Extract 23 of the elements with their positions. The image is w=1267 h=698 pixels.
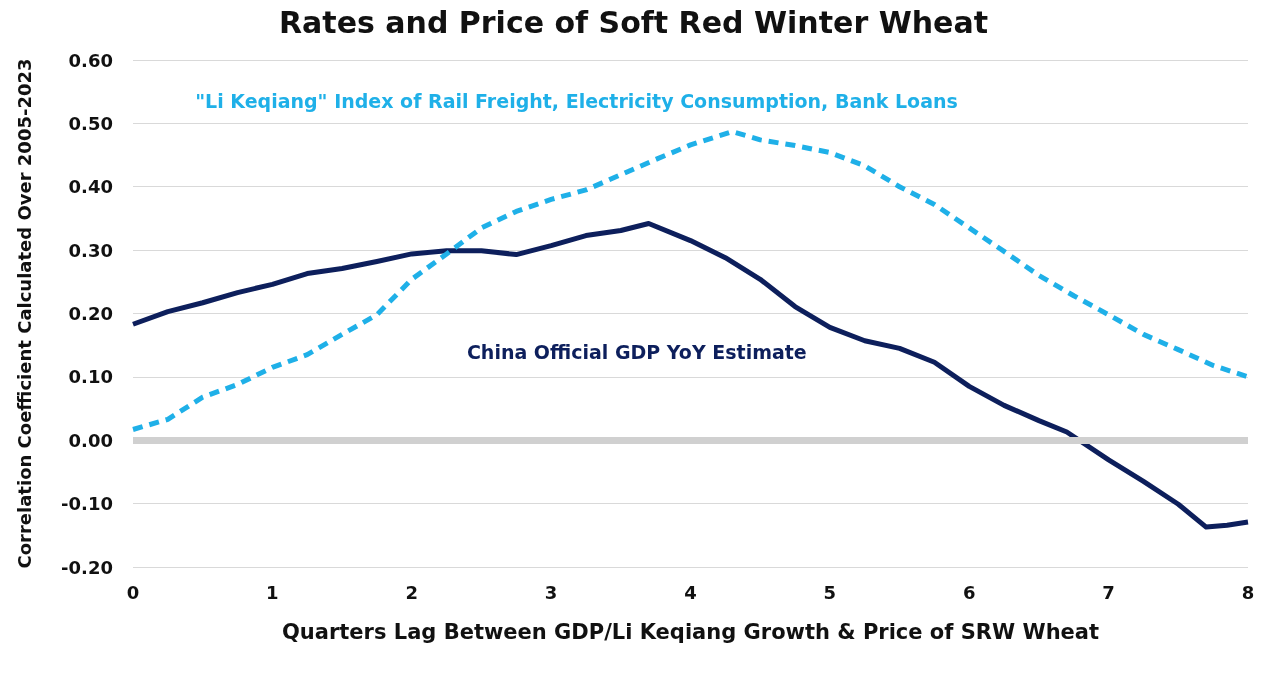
x-tick-label: 4 <box>684 581 697 603</box>
x-tick-label: 0 <box>126 581 140 603</box>
x-tick-label: 2 <box>405 581 419 603</box>
series-label: China Official GDP YoY Estimate <box>466 341 807 364</box>
x-tick-label: 8 <box>1241 581 1255 603</box>
chart-title: Rates and Price of Soft Red Winter Wheat <box>278 4 989 40</box>
y-tick-label: 0.40 <box>68 176 113 198</box>
y-tick-label: 0.60 <box>68 49 113 71</box>
x-tick-label: 6 <box>962 581 976 603</box>
y-tick-label: 0.50 <box>68 112 113 134</box>
y-tick-label: -0.20 <box>61 556 113 578</box>
y-tick-label: 0.00 <box>68 429 113 451</box>
y-tick-label: 0.20 <box>68 303 113 324</box>
y-tick-label: 0.10 <box>68 366 113 388</box>
y-tick-label: 0.30 <box>68 239 113 261</box>
y-axis-title: Correlation Coefficient Calculated Over 2005-2023 <box>13 58 35 569</box>
x-tick-label: 5 <box>823 581 837 603</box>
x-tick-label: 1 <box>266 581 279 603</box>
x-axis-title: Quarters Lag Between GDP/Li Keqiang Growth & Price of SRW Wheat <box>281 620 1100 644</box>
text: "Li Keqiang" Index of Rail Freight, Electricity Consumption, Bank Loans <box>195 90 958 113</box>
x-tick-label: 3 <box>544 581 558 603</box>
x-tick-label: 7 <box>1102 581 1115 603</box>
y-tick-label: -0.10 <box>61 493 113 515</box>
